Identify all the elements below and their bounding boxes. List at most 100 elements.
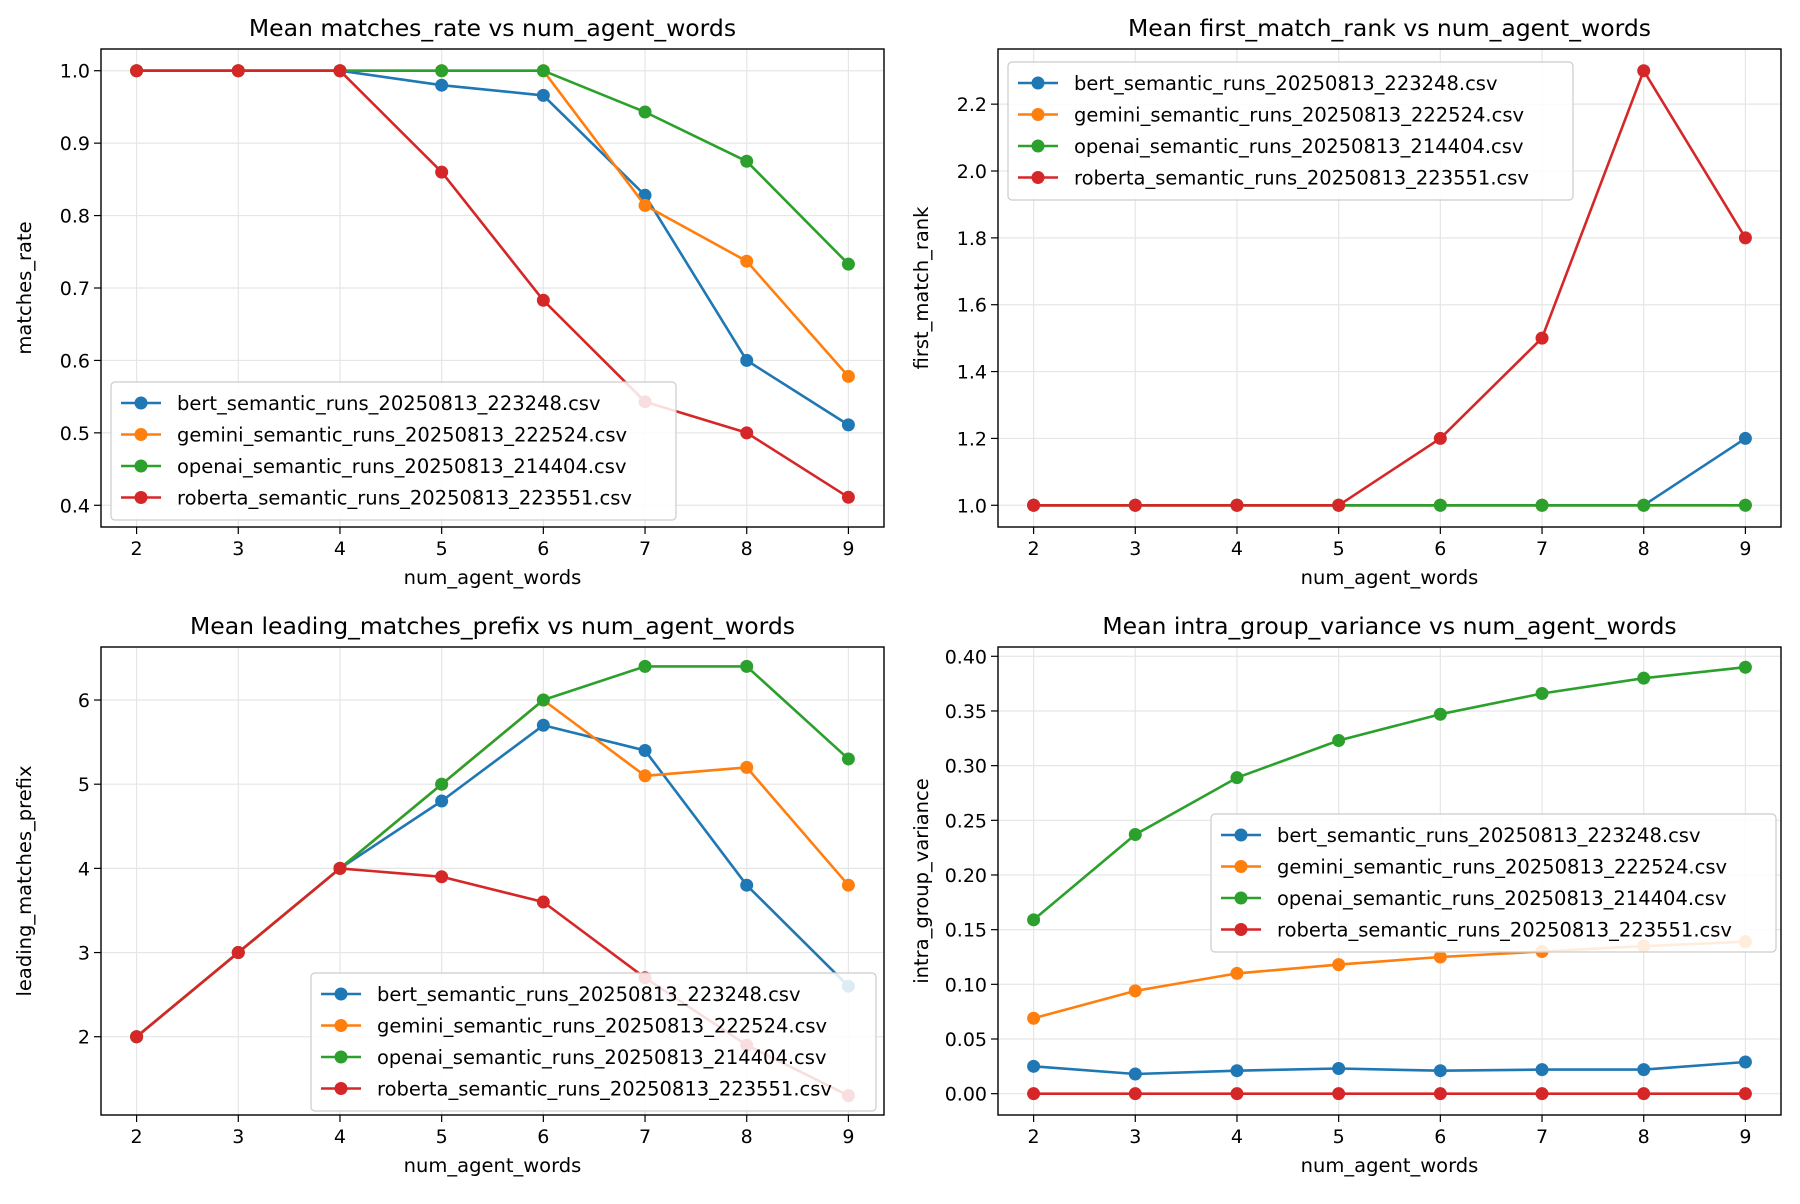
- legend-label-openai: openai_semantic_runs_20250813_214404.csv: [1074, 135, 1523, 158]
- x-tick-label: 9: [842, 1126, 854, 1148]
- data-point-gemini: [638, 198, 652, 212]
- data-point-roberta: [536, 895, 550, 909]
- x-tick-label: 6: [1434, 1126, 1446, 1148]
- x-axis-label: num_agent_words: [404, 1154, 582, 1177]
- legend-box: [1210, 813, 1777, 953]
- legend-label-roberta: roberta_semantic_runs_20250813_223551.cs…: [1074, 167, 1529, 190]
- y-axis-label: intra_group_variance: [910, 778, 933, 983]
- plot-frame: [100, 646, 885, 1116]
- data-point-openai: [740, 154, 754, 168]
- data-point-gemini: [638, 769, 652, 783]
- data-point-roberta: [1332, 498, 1346, 512]
- y-tick-label: 0.4: [60, 495, 90, 517]
- legend: bert_semantic_runs_20250813_223248.csvge…: [1210, 813, 1777, 953]
- data-point-gemini: [1332, 958, 1346, 972]
- legend-label-bert: bert_semantic_runs_20250813_223248.csv: [377, 983, 801, 1006]
- data-point-bert: [1230, 1064, 1244, 1078]
- data-point-roberta: [1535, 331, 1549, 345]
- y-axis-label: leading_matches_prefix: [13, 765, 36, 996]
- y-tick-label: 1.2: [957, 428, 987, 450]
- x-tick-label: 5: [1333, 538, 1345, 560]
- legend-label-gemini: gemini_semantic_runs_20250813_222524.csv: [1074, 104, 1524, 127]
- data-point-gemini: [841, 878, 855, 892]
- data-point-openai: [536, 64, 550, 78]
- data-point-roberta: [333, 861, 347, 875]
- data-point-roberta: [841, 490, 855, 504]
- data-point-bert: [1738, 1055, 1752, 1069]
- x-tick-label: 8: [741, 538, 753, 560]
- legend-swatch-marker-gemini: [134, 428, 148, 441]
- x-tick-label: 9: [1739, 1126, 1751, 1148]
- legend-label-bert: bert_semantic_runs_20250813_223248.csv: [1277, 824, 1701, 847]
- x-tick-label: 9: [1739, 538, 1751, 560]
- legend-swatch-marker-openai: [134, 459, 148, 473]
- chart-title: Mean first_match_rank vs num_agent_words: [1128, 14, 1651, 42]
- data-point-roberta: [1332, 1087, 1346, 1101]
- data-point-openai: [1332, 733, 1346, 747]
- y-tick-label: 6: [78, 690, 90, 712]
- legend-label-gemini: gemini_semantic_runs_20250813_222524.csv: [177, 424, 627, 447]
- series-line-openai: [1032, 665, 1746, 921]
- legend-label-openai: openai_semantic_runs_20250813_214404.csv: [1277, 887, 1726, 910]
- y-tick-label: 1.0: [957, 495, 987, 517]
- x-tick-label: 4: [334, 1126, 346, 1148]
- series-line-roberta: [136, 69, 850, 499]
- x-tick-label: 5: [436, 1126, 448, 1148]
- data-point-openai: [638, 659, 652, 673]
- legend: bert_semantic_runs_20250813_223248.csvge…: [1007, 61, 1574, 201]
- plot-frame: [997, 646, 1782, 1116]
- chart-panel-3: 2 3 4 5 6 7 8 9 2 3 4 5 6 Mean leading_matches_prefix…: [13, 612, 885, 1177]
- x-tick-label: 3: [1129, 538, 1141, 560]
- data-point-roberta: [333, 64, 347, 78]
- data-point-roberta: [130, 1030, 144, 1044]
- data-point-roberta: [1128, 498, 1142, 512]
- y-tick-label: 1.4: [957, 362, 987, 384]
- data-point-bert: [1433, 1064, 1447, 1078]
- x-tick-label: 9: [842, 538, 854, 560]
- x-tick-label: 3: [1129, 1126, 1141, 1148]
- legend-box: [110, 381, 677, 521]
- series-line-bert: [1033, 1060, 1746, 1076]
- data-point-bert: [841, 418, 855, 432]
- data-point-roberta: [130, 64, 144, 78]
- legend-swatch-marker-gemini: [1234, 860, 1248, 873]
- y-tick-label: 0.8: [60, 206, 90, 228]
- data-point-openai: [841, 752, 855, 766]
- x-tick-label: 3: [232, 1126, 244, 1148]
- y-tick-label: 0.7: [60, 278, 90, 300]
- data-point-bert: [1332, 1062, 1346, 1076]
- x-tick-label: 5: [436, 538, 448, 560]
- x-tick-label: 2: [131, 1126, 143, 1148]
- legend-swatch-marker-gemini: [1031, 108, 1045, 121]
- chart-title: Mean leading_matches_prefix vs num_agent…: [190, 612, 795, 640]
- legend-label-openai: openai_semantic_runs_20250813_214404.csv: [177, 455, 626, 478]
- y-tick-label: 0.6: [60, 350, 90, 372]
- data-point-openai: [841, 257, 855, 271]
- chart-panel-1: 2 3 4 5 6 7 8 9 0.4 0.5 0.6 0.7 0.8 0.9 1.0 Mean matche…: [13, 14, 885, 589]
- data-point-gemini: [841, 369, 855, 383]
- legend-swatch-marker-roberta: [134, 491, 148, 504]
- x-axis-label: num_agent_words: [404, 566, 582, 589]
- data-point-bert: [1128, 1067, 1142, 1081]
- data-point-bert: [1738, 431, 1752, 445]
- data-point-openai: [638, 105, 652, 119]
- legend-swatch-marker-bert: [1234, 828, 1248, 842]
- data-point-roberta: [435, 165, 449, 179]
- y-tick-label: 5: [78, 774, 90, 796]
- data-point-gemini: [1128, 984, 1142, 998]
- x-tick-label: 4: [334, 538, 346, 560]
- chart-title: Mean intra_group_variance vs num_agent_w…: [1102, 612, 1676, 640]
- x-tick-label: 6: [1434, 538, 1446, 560]
- data-point-roberta: [1433, 1087, 1447, 1101]
- data-point-gemini: [740, 254, 754, 268]
- y-tick-label: 0.00: [945, 1084, 987, 1106]
- y-tick-label: 3: [78, 943, 90, 965]
- legend-swatch-marker-roberta: [1234, 923, 1248, 936]
- data-point-roberta: [1027, 1087, 1041, 1101]
- data-point-roberta: [231, 64, 245, 78]
- x-tick-label: 6: [537, 538, 549, 560]
- data-point-openai: [435, 64, 449, 78]
- data-point-roberta: [740, 426, 754, 440]
- x-tick-label: 5: [1333, 1126, 1345, 1148]
